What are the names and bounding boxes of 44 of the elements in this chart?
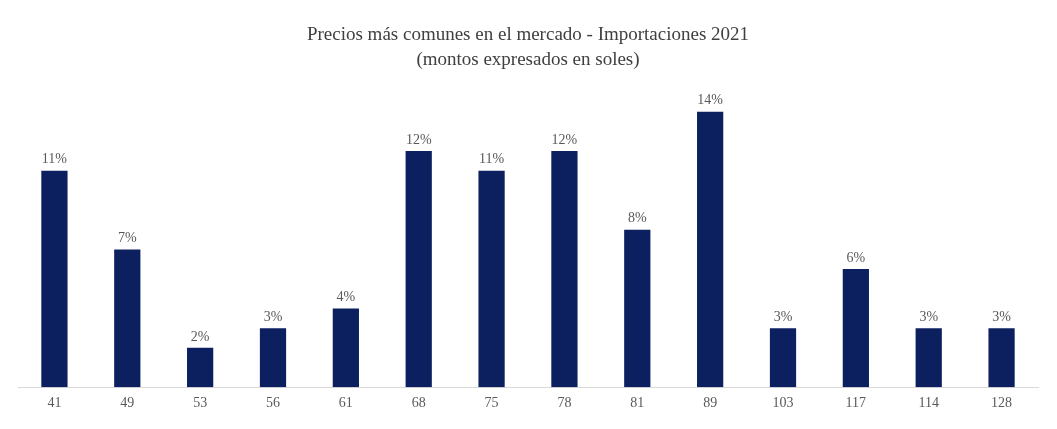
data-label: 3% bbox=[919, 308, 939, 324]
bar bbox=[259, 328, 287, 388]
bar bbox=[551, 150, 578, 388]
x-tick-label: 41 bbox=[47, 395, 62, 411]
bar bbox=[842, 269, 869, 388]
x-tick-label: 81 bbox=[630, 395, 645, 411]
bar bbox=[697, 111, 724, 388]
x-tick-label: 89 bbox=[703, 395, 718, 411]
data-label: 3% bbox=[773, 308, 793, 324]
data-label: 2% bbox=[190, 328, 210, 344]
x-tick-label: 75 bbox=[484, 395, 499, 411]
bar bbox=[405, 150, 432, 388]
data-label: 8% bbox=[627, 210, 647, 226]
bar bbox=[478, 170, 505, 388]
data-label: 7% bbox=[117, 230, 137, 246]
x-tick-label: 78 bbox=[557, 395, 572, 411]
bar bbox=[769, 328, 797, 388]
data-label: 12% bbox=[551, 131, 578, 147]
bar bbox=[41, 170, 68, 388]
x-tick-label: 117 bbox=[845, 395, 867, 411]
bar bbox=[332, 308, 359, 388]
data-label: 11% bbox=[41, 151, 68, 167]
data-label: 4% bbox=[336, 289, 356, 305]
bar bbox=[187, 347, 214, 388]
data-label: 11% bbox=[478, 151, 505, 167]
data-label: 12% bbox=[405, 131, 432, 147]
data-label: 14% bbox=[697, 92, 724, 108]
x-tick-label: 53 bbox=[193, 395, 208, 411]
chart-title: Precios más comunes en el mercado - Importaciones 2021 bbox=[306, 23, 750, 45]
bar bbox=[114, 249, 141, 388]
bar bbox=[624, 229, 651, 388]
x-tick-label: 114 bbox=[918, 395, 939, 411]
x-tick-label: 128 bbox=[991, 395, 1013, 411]
x-tick-label: 103 bbox=[772, 395, 794, 411]
x-tick-label: 61 bbox=[338, 395, 353, 411]
x-tick-label: 49 bbox=[120, 395, 135, 411]
x-tick-label: 68 bbox=[411, 395, 426, 411]
data-label: 3% bbox=[992, 308, 1012, 324]
x-tick-label: 56 bbox=[266, 395, 280, 411]
data-label: 3% bbox=[263, 308, 283, 324]
data-label: 6% bbox=[846, 249, 866, 265]
bar bbox=[915, 328, 942, 388]
chart-subtitle: (montos expresados en soles) bbox=[416, 48, 640, 71]
bar bbox=[988, 328, 1015, 388]
